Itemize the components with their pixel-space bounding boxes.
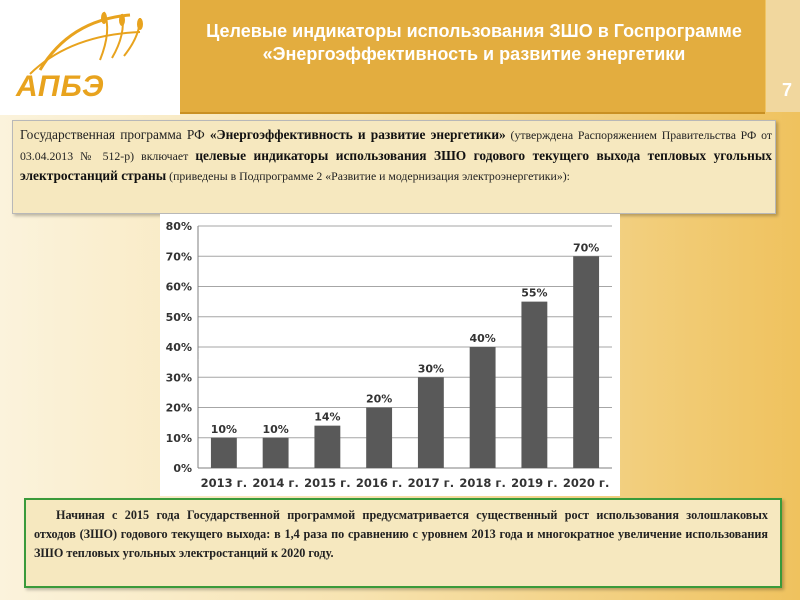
faded-background-text: распоряжение Правительства РФ от 03.04.2…	[198, 345, 459, 360]
data-label: 40%	[469, 332, 495, 345]
note-paragraph: Начиная с 2015 года Государственной прог…	[34, 508, 768, 560]
intro-text-part5: (приведены в Подпрограмме 2 «Развитие и …	[166, 169, 570, 183]
bar	[521, 301, 548, 468]
data-label: 14%	[314, 411, 340, 424]
page-number-band	[766, 0, 800, 112]
page-title: Целевые индикаторы использования ЗШО в Г…	[206, 21, 742, 64]
y-tick-label: 60%	[166, 281, 192, 294]
intro-text-part3: (утверждена Распоряжением Правительства …	[20, 128, 773, 163]
x-tick-label: 2018 г.	[459, 476, 505, 490]
bar	[262, 437, 289, 468]
bar	[469, 347, 496, 468]
data-label: 55%	[521, 287, 547, 300]
intro-text-part1: Государственная программа РФ	[20, 127, 210, 142]
x-tick-label: 2017 г.	[408, 476, 454, 490]
intro-indicators-text: целевые индикаторы использования ЗШО год…	[20, 147, 772, 184]
intro-box	[12, 120, 776, 214]
y-tick-label: 40%	[166, 341, 192, 354]
data-label: 10%	[262, 423, 288, 436]
x-tick-label: 2020 г.	[563, 476, 609, 490]
x-tick-label: 2019 г.	[511, 476, 557, 490]
data-label: 20%	[366, 393, 392, 406]
y-tick-label: 30%	[166, 371, 192, 384]
data-label: 70%	[573, 241, 599, 254]
intro-paragraph: Государственная программа РФ «Энергоэффе…	[20, 125, 772, 187]
page-number: 7	[781, 80, 792, 100]
x-tick-label: 2014 г.	[252, 476, 298, 490]
y-tick-label: 0%	[173, 462, 192, 475]
y-tick-label: 20%	[166, 402, 192, 415]
bar	[314, 425, 341, 468]
x-tick-label: 2016 г.	[356, 476, 402, 490]
bar-chart-svg: 0% 10% 20% 30% 40% 50% 60% 70% 80% 10% 2013 г. 10% 2…	[166, 220, 612, 490]
data-label: 10%	[211, 423, 237, 436]
x-tick-label: 2013 г.	[201, 476, 247, 490]
header-band	[180, 0, 765, 114]
intro-program-name: «Энергоэффективность и развитие энергети…	[209, 127, 506, 142]
bar	[417, 377, 444, 468]
x-tick-label: 2015 г.	[304, 476, 350, 490]
y-tick-label: 80%	[166, 220, 192, 233]
logo: АПБЭ	[0, 0, 180, 115]
y-tick-label: 70%	[166, 250, 192, 263]
y-tick-label: 50%	[166, 311, 192, 324]
bar	[210, 437, 237, 468]
bar	[366, 407, 393, 468]
y-tick-label: 10%	[166, 432, 192, 445]
logo-emblem-icon	[29, 11, 143, 75]
note-box	[24, 498, 782, 588]
bar-chart: 0% 10% 20% 30% 40% 50% 60% 70% 80% 10% 2013 г. 10% 2…	[160, 214, 620, 496]
data-label: 30%	[418, 362, 444, 375]
logo-text: АПБЭ	[16, 70, 105, 103]
bar	[573, 256, 600, 468]
